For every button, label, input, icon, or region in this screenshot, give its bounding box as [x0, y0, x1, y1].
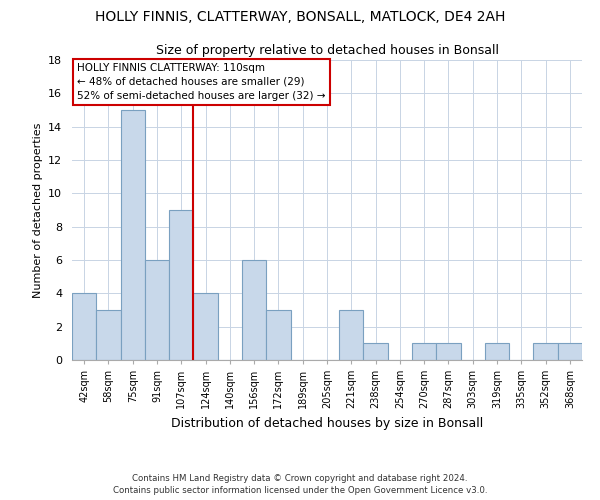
Bar	[96, 310, 121, 360]
Bar	[121, 110, 145, 360]
Bar	[558, 344, 582, 360]
Bar	[533, 344, 558, 360]
Title: Size of property relative to detached houses in Bonsall: Size of property relative to detached ho…	[155, 44, 499, 58]
Text: Contains HM Land Registry data © Crown copyright and database right 2024.
Contai: Contains HM Land Registry data © Crown c…	[113, 474, 487, 495]
Bar	[193, 294, 218, 360]
Bar	[145, 260, 169, 360]
Bar	[412, 344, 436, 360]
Y-axis label: Number of detached properties: Number of detached properties	[32, 122, 43, 298]
Text: HOLLY FINNIS CLATTERWAY: 110sqm
← 48% of detached houses are smaller (29)
52% of: HOLLY FINNIS CLATTERWAY: 110sqm ← 48% of…	[77, 63, 326, 101]
Bar	[242, 260, 266, 360]
Bar	[266, 310, 290, 360]
Bar	[169, 210, 193, 360]
Bar	[485, 344, 509, 360]
Bar	[364, 344, 388, 360]
Bar	[436, 344, 461, 360]
Bar	[339, 310, 364, 360]
Text: HOLLY FINNIS, CLATTERWAY, BONSALL, MATLOCK, DE4 2AH: HOLLY FINNIS, CLATTERWAY, BONSALL, MATLO…	[95, 10, 505, 24]
Bar	[72, 294, 96, 360]
X-axis label: Distribution of detached houses by size in Bonsall: Distribution of detached houses by size …	[171, 416, 483, 430]
